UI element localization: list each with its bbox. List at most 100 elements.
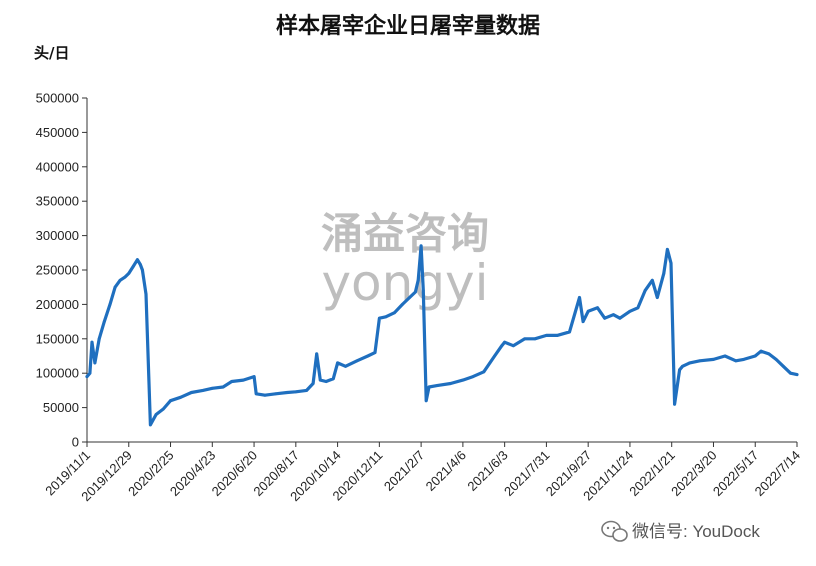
data-point <box>241 378 245 382</box>
data-point <box>149 423 152 427</box>
y-tick-label: 200000 <box>36 297 79 312</box>
data-point <box>144 292 148 296</box>
data-point <box>118 278 122 282</box>
data-point <box>102 320 106 323</box>
data-point <box>723 354 727 358</box>
data-point <box>315 352 319 356</box>
y-tick-label: 0 <box>72 435 79 450</box>
data-point <box>123 275 127 279</box>
data-point <box>366 354 370 358</box>
data-point <box>318 378 322 382</box>
data-point <box>503 340 506 344</box>
data-point <box>742 358 746 361</box>
data-point <box>131 265 135 268</box>
data-point <box>416 278 420 282</box>
series-points-0 <box>85 244 799 427</box>
data-point <box>190 391 193 394</box>
data-point <box>108 303 112 306</box>
data-point <box>88 371 92 375</box>
data-point <box>650 278 654 282</box>
wechat-credit-text: 微信号: YouDock <box>632 522 760 541</box>
data-point <box>355 359 359 363</box>
data-point <box>161 407 165 411</box>
data-point <box>113 285 117 289</box>
watermark-company-name: 涌益咨询 <box>321 209 489 258</box>
data-point <box>336 361 339 365</box>
data-point <box>533 337 537 341</box>
data-point <box>678 368 681 372</box>
data-point <box>90 340 94 344</box>
data-point <box>781 364 785 368</box>
data-point <box>141 268 144 272</box>
data-point <box>767 352 771 356</box>
data-point <box>311 382 315 385</box>
data-point <box>482 370 486 374</box>
wechat-icon <box>601 520 628 542</box>
data-point <box>414 290 417 294</box>
data-point <box>408 296 411 299</box>
y-axis-unit-label: 头/日 <box>34 44 69 62</box>
y-tick-label: 400000 <box>36 159 79 174</box>
data-point <box>201 389 205 392</box>
y-tick-label: 250000 <box>36 263 79 278</box>
data-point <box>586 309 590 313</box>
data-point <box>523 337 527 341</box>
data-point <box>493 354 496 358</box>
data-point <box>669 261 673 265</box>
wechat-credit: 微信号: YouDock <box>601 520 760 542</box>
data-point <box>545 334 548 337</box>
data-point <box>555 334 559 337</box>
y-tick-label: 300000 <box>36 228 79 243</box>
data-point <box>734 359 738 363</box>
data-point <box>154 413 158 416</box>
data-point <box>331 377 335 381</box>
series-layer <box>85 244 799 427</box>
data-point <box>138 263 142 266</box>
data-point <box>655 296 659 299</box>
y-tick-label: 350000 <box>36 194 79 209</box>
data-point <box>581 320 585 323</box>
y-tick-label: 450000 <box>36 125 79 140</box>
data-point <box>93 361 97 365</box>
data-point <box>753 354 757 358</box>
data-point <box>97 337 101 341</box>
data-point <box>603 316 607 320</box>
data-point <box>305 389 308 392</box>
watermark: 涌益咨询 yongyi <box>321 209 489 312</box>
series-line-0 <box>85 244 799 427</box>
data-point <box>179 395 183 399</box>
y-tick-label: 150000 <box>36 331 79 346</box>
data-point <box>285 391 289 394</box>
data-point <box>712 358 715 361</box>
y-tick-label: 50000 <box>43 400 79 415</box>
data-point <box>500 344 504 348</box>
data-point <box>127 272 131 275</box>
data-point <box>393 311 396 315</box>
data-point <box>568 330 571 334</box>
data-point <box>774 358 778 361</box>
chart-title: 样本屠宰企业日屠宰量数据 <box>276 13 540 39</box>
data-point <box>759 349 763 353</box>
data-point <box>795 373 799 376</box>
data-point <box>662 272 666 275</box>
data-point <box>384 315 388 319</box>
y-tick-label: 100000 <box>36 366 79 381</box>
data-point <box>221 385 225 389</box>
data-point <box>471 375 475 378</box>
data-point <box>401 303 404 306</box>
data-point <box>688 361 692 365</box>
data-point <box>461 378 465 382</box>
data-point <box>511 344 515 348</box>
y-tick-label: 500000 <box>36 91 79 106</box>
data-point <box>263 393 267 397</box>
data-point <box>698 359 702 363</box>
data-point <box>681 364 684 368</box>
data-point <box>252 375 256 378</box>
data-point <box>449 382 452 385</box>
data-point <box>324 380 328 383</box>
data-point <box>596 306 599 310</box>
x-tick-label: 2021/4/6 <box>423 448 469 494</box>
data-point <box>136 258 139 262</box>
data-point <box>636 306 640 310</box>
